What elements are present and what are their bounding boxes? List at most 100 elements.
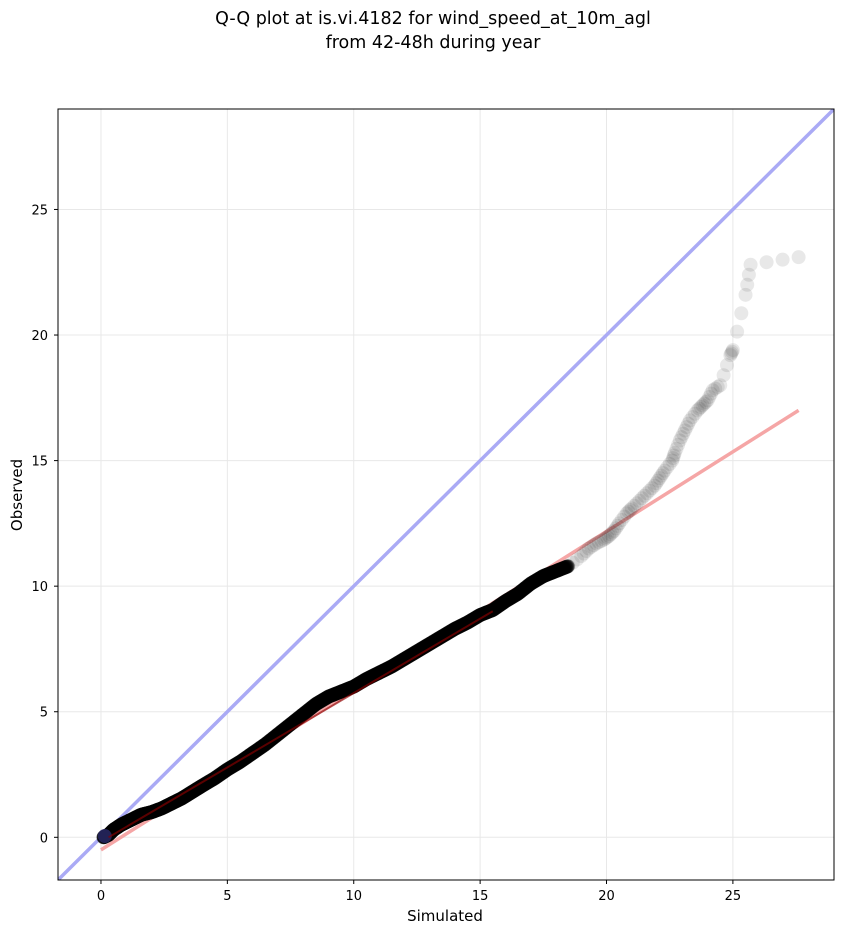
data-point [560, 559, 575, 574]
data-point [738, 287, 753, 302]
data-point [579, 544, 594, 559]
x-tick-label: 15 [472, 889, 489, 904]
data-point [716, 368, 731, 383]
y-tick-label: 5 [40, 706, 48, 721]
data-point [685, 410, 700, 425]
data-point [607, 523, 622, 538]
data-point [775, 252, 790, 267]
data-point [652, 471, 667, 486]
data-point [637, 488, 652, 503]
data-point [591, 535, 606, 550]
data-point [623, 502, 638, 517]
data-point [629, 496, 644, 511]
data-point [698, 394, 713, 409]
data-point [97, 829, 112, 844]
data-point [596, 532, 611, 547]
x-tick-label: 0 [97, 889, 105, 904]
data-point [654, 468, 669, 483]
data-point [740, 277, 755, 292]
chart-title-line-1: Q-Q plot at is.vi.4182 for wind_speed_at… [215, 9, 651, 29]
data-point [713, 378, 728, 393]
y-axis-label: Observed [8, 459, 26, 531]
data-point [674, 430, 689, 445]
data-point [719, 358, 734, 373]
data-point [725, 344, 740, 359]
data-point [614, 513, 629, 528]
data-point [669, 441, 684, 456]
x-axis-label: Simulated [407, 907, 483, 925]
data-point [705, 383, 720, 398]
data-point [681, 416, 696, 431]
plot-frame [57, 108, 835, 881]
x-axis-ticks: 0 5 10 15 20 25 [97, 880, 741, 904]
data-point [608, 521, 623, 536]
data-point [586, 538, 601, 553]
fit-overlay [108, 610, 494, 839]
x-tick-label: 25 [725, 889, 742, 904]
data-point [561, 559, 576, 574]
data-point [667, 446, 682, 461]
data-point [791, 250, 806, 265]
data-point [598, 531, 613, 546]
data-point [759, 255, 774, 270]
y-tick-label: 15 [31, 455, 48, 470]
data-point [676, 426, 691, 441]
data-point [647, 478, 662, 493]
data-point [662, 456, 677, 471]
data-point [730, 324, 745, 339]
data-point [639, 486, 654, 501]
data-point [589, 536, 604, 551]
data-point [660, 460, 675, 475]
data-point [687, 406, 702, 421]
data-point [708, 381, 723, 396]
fit-line-overlay [108, 610, 494, 839]
data-point [627, 498, 642, 513]
data-point [565, 555, 580, 570]
data-point [692, 401, 707, 416]
data-point [682, 413, 697, 428]
data-point [697, 396, 712, 411]
identity-line [58, 109, 834, 880]
data-point [617, 509, 632, 524]
data-point [665, 453, 680, 468]
data-point [621, 504, 636, 519]
data-point [649, 476, 664, 491]
y-tick-label: 10 [31, 580, 48, 595]
x-tick-label: 20 [598, 889, 615, 904]
data-point [634, 491, 649, 506]
data-point [695, 398, 710, 413]
y-axis-ticks: 0 5 10 15 20 25 [31, 203, 58, 846]
data-point [584, 539, 599, 554]
data-point [594, 533, 609, 548]
data-point [741, 267, 756, 282]
data-point [574, 549, 589, 564]
x-tick-label: 5 [223, 889, 231, 904]
grid-lines [58, 109, 834, 880]
data-points [96, 250, 806, 845]
data-point [576, 546, 591, 561]
data-point [624, 501, 639, 516]
data-point [672, 433, 687, 448]
data-point [657, 463, 672, 478]
data-point [602, 528, 617, 543]
data-point [610, 518, 625, 533]
data-point [655, 466, 670, 481]
data-point [605, 525, 620, 540]
data-point [671, 437, 686, 452]
data-point [725, 343, 740, 358]
data-point [666, 448, 681, 463]
data-point [703, 386, 718, 401]
data-point [677, 423, 692, 438]
data-point [666, 451, 681, 466]
data-point [693, 400, 708, 415]
reference-lines [58, 109, 834, 880]
data-point [734, 306, 749, 321]
data-point [612, 516, 627, 531]
data-point [743, 257, 758, 272]
data-point [679, 420, 694, 435]
data-point [642, 483, 657, 498]
data-point [690, 403, 705, 418]
data-point [632, 493, 647, 508]
data-point [710, 379, 725, 394]
